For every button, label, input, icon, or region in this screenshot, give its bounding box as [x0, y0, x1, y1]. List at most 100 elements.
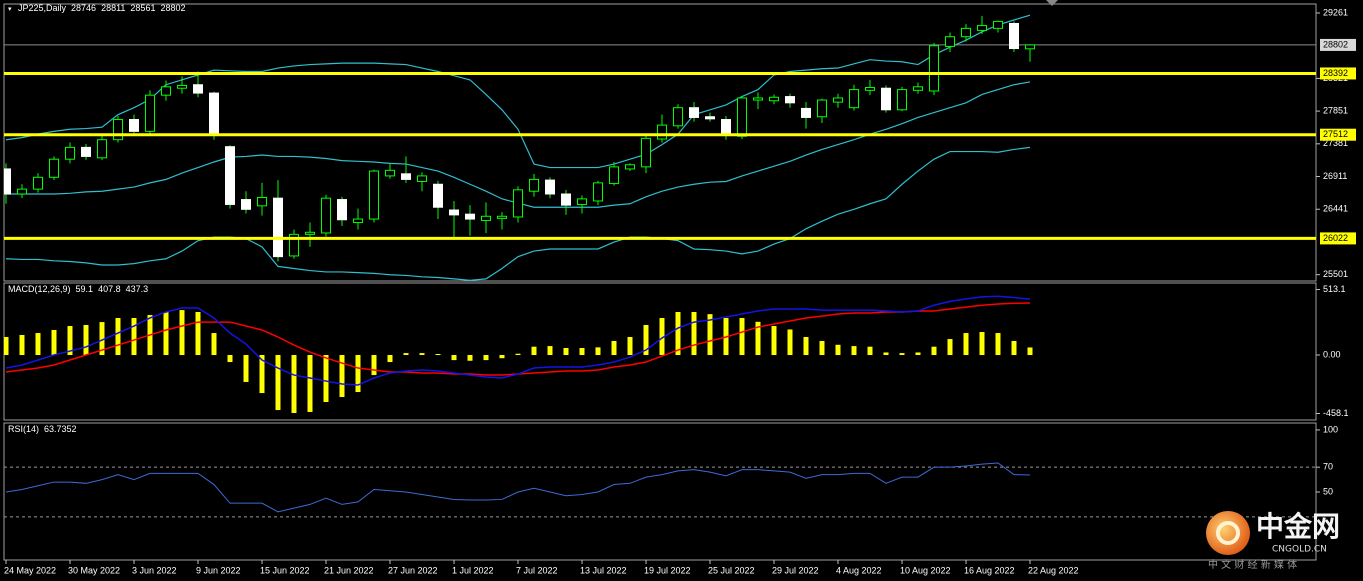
x-tick-label: 4 Aug 2022 — [836, 565, 882, 575]
histogram-bar — [883, 352, 889, 356]
candle-body — [209, 92, 219, 135]
y-tick-label: -458.1 — [1323, 408, 1349, 418]
y-tick-label: 513.1 — [1323, 284, 1346, 294]
histogram-bar — [563, 347, 569, 356]
candle-body — [161, 86, 171, 96]
histogram-bar — [499, 355, 505, 359]
title-value: 28746 — [71, 3, 96, 13]
title-value: 407.8 — [98, 284, 121, 294]
y-tick-label: 27381 — [1323, 138, 1348, 148]
candle-body — [417, 175, 427, 182]
candle-body — [881, 87, 891, 111]
histogram-bar — [579, 347, 585, 356]
histogram-bar — [547, 346, 553, 356]
candle-body — [577, 198, 587, 205]
histogram-bar — [195, 311, 201, 356]
x-tick-label: 29 Jul 2022 — [772, 565, 819, 575]
histogram-bar — [163, 311, 169, 356]
candle-body — [481, 215, 491, 221]
level-label-box — [1320, 67, 1356, 80]
histogram-bar — [259, 355, 265, 394]
candle-body — [609, 166, 619, 185]
histogram-bar — [387, 355, 393, 363]
candle-body — [353, 218, 363, 224]
histogram-bar — [947, 339, 953, 356]
candle-body — [673, 107, 683, 127]
logo-ring — [1216, 521, 1240, 545]
candle-body — [641, 137, 651, 168]
y-tick-label: 26911 — [1323, 171, 1347, 181]
histogram-bar — [1011, 340, 1017, 356]
candle-body — [369, 170, 379, 220]
title-value: 28802 — [160, 3, 185, 13]
candle-body — [529, 178, 539, 192]
y-tick-label: 100 — [1323, 424, 1338, 434]
shift-marker — [1046, 0, 1058, 6]
candle-body — [129, 119, 139, 132]
candle-body — [273, 197, 283, 258]
histogram-bar — [291, 355, 297, 413]
candle-body — [449, 209, 459, 216]
candle-body — [385, 169, 395, 177]
candle-body — [849, 89, 859, 109]
histogram-bar — [99, 322, 105, 356]
y-tick-label: 27851 — [1323, 105, 1348, 115]
candle-body — [257, 196, 267, 207]
candle-body — [97, 139, 107, 159]
histogram-bar — [995, 333, 1001, 356]
candle-body — [833, 97, 843, 103]
x-tick-label: 27 Jun 2022 — [388, 565, 438, 575]
candle-body — [433, 183, 443, 208]
candle-body — [465, 213, 475, 220]
histogram-bar — [451, 355, 457, 361]
x-tick-label: 10 Aug 2022 — [900, 565, 951, 575]
candle-body — [4, 168, 11, 195]
candle-body — [769, 96, 779, 102]
y-tick-label: 25501 — [1323, 269, 1348, 279]
level-label-box — [1320, 232, 1356, 245]
histogram-bar — [787, 329, 793, 356]
histogram-bar — [931, 346, 937, 356]
x-tick-label: 7 Jul 2022 — [516, 565, 558, 575]
candle-body — [177, 84, 187, 89]
histogram-bar — [531, 346, 537, 356]
bollinger-band — [5, 14, 1031, 169]
panel-title: JP225,Daily 28746 28811 28561 28802 — [18, 3, 185, 13]
candle-body — [81, 146, 91, 157]
title-text: MACD(12,26,9) — [8, 284, 71, 294]
price-label: 28802 — [1323, 39, 1348, 49]
histogram-bar — [19, 334, 25, 356]
watermark-name: 中金网 — [1256, 510, 1340, 543]
candle-body — [689, 107, 699, 118]
x-tick-label: 19 Jul 2022 — [644, 565, 691, 575]
histogram-bar — [867, 346, 873, 356]
x-tick-label: 13 Jul 2022 — [580, 565, 627, 575]
candle-body — [961, 27, 971, 38]
histogram-bar — [707, 314, 713, 356]
x-tick-label: 3 Jun 2022 — [132, 565, 177, 575]
candle-body — [337, 199, 347, 221]
plot-layer: 25501264412691127381278512832129261JP225… — [4, 3, 1356, 575]
candle-body — [17, 188, 27, 195]
candle-body — [401, 173, 411, 180]
x-tick-label: 25 Jul 2022 — [708, 565, 755, 575]
level-label: 26022 — [1323, 233, 1348, 243]
y-tick-label: 70 — [1323, 462, 1333, 472]
histogram-bar — [979, 332, 985, 356]
rsi-line — [5, 462, 1031, 513]
title-icon: ▾ — [8, 6, 12, 13]
level-label: 27512 — [1323, 129, 1348, 139]
candle-body — [705, 116, 715, 120]
histogram-bar — [851, 346, 857, 356]
candle-body — [801, 107, 811, 118]
candle-body — [737, 97, 747, 137]
title-value: 63.7352 — [44, 424, 77, 434]
candle-body — [113, 119, 123, 141]
candle-body — [625, 164, 635, 170]
candle-body — [1025, 44, 1035, 50]
histogram-bar — [963, 333, 969, 356]
histogram-bar — [35, 333, 41, 356]
x-tick-label: 9 Jun 2022 — [196, 565, 241, 575]
